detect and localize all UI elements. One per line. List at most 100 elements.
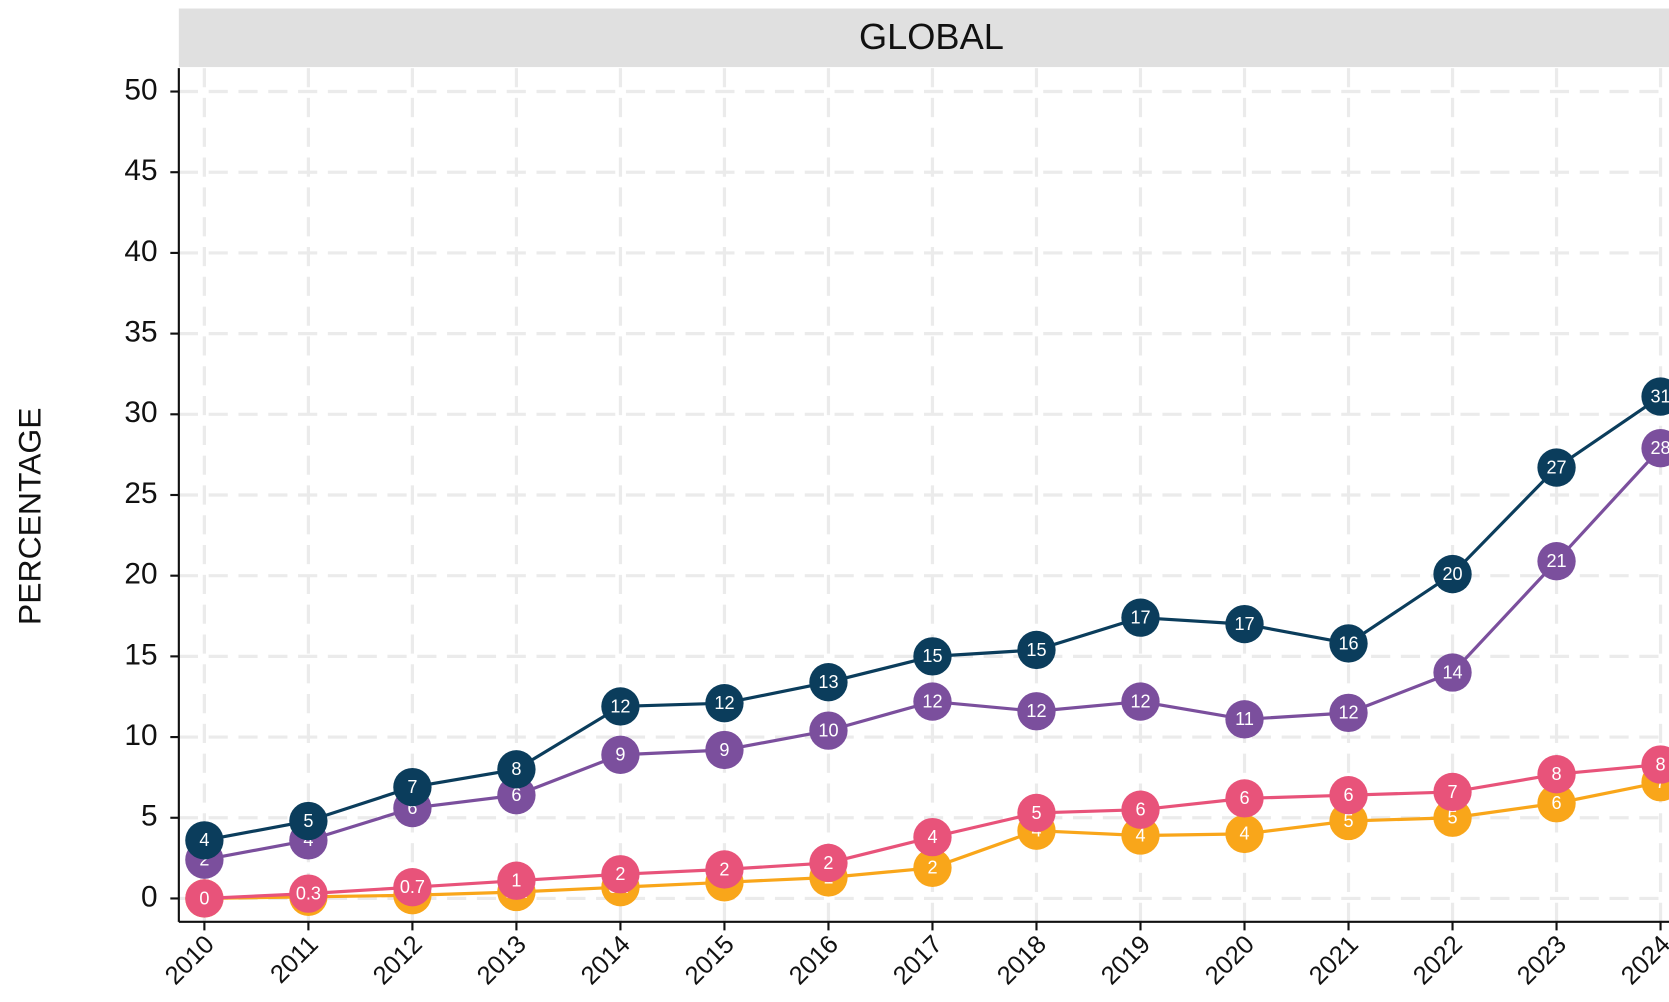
data-label: 7	[407, 777, 417, 797]
data-label: 17	[1234, 614, 1254, 634]
data-label: 4	[199, 830, 209, 850]
grid	[178, 68, 1669, 922]
data-point	[497, 861, 536, 900]
series: 0 0.3 0.7 1 2 2 245 66 6 78 8	[185, 745, 1669, 918]
header-strip	[178, 8, 1669, 68]
data-label: 28	[1651, 438, 1669, 458]
data-label: 4	[1135, 825, 1145, 845]
data-label: 13	[818, 672, 838, 692]
data-label: 6	[1343, 785, 1353, 805]
data-label: 2	[719, 859, 729, 879]
data-point	[1433, 653, 1472, 692]
data-label: 2	[823, 853, 833, 873]
data-label: 1	[511, 871, 521, 891]
data-label: 0.3	[296, 883, 321, 903]
data-point	[1329, 624, 1368, 663]
data-point	[1641, 429, 1669, 468]
data-point	[705, 730, 744, 770]
data-label: 8	[511, 759, 521, 779]
data-label: 12	[1338, 703, 1358, 723]
data-point	[393, 767, 432, 807]
x-tick-label: 2014	[576, 930, 636, 990]
x-tick-label: 2010	[160, 930, 220, 990]
data-label: 12	[714, 693, 734, 713]
data-point	[809, 843, 848, 883]
y-tick-label: 30	[124, 396, 157, 429]
data-point	[1017, 630, 1056, 670]
x-tick-label: 2011	[265, 930, 324, 989]
data-label: 0	[199, 888, 209, 908]
data-label: 0.7	[400, 877, 425, 897]
data-label: 20	[1442, 564, 1462, 584]
data-label: 5	[1448, 808, 1458, 828]
data-point	[601, 687, 640, 726]
data-label: 12	[922, 691, 942, 711]
data-point	[913, 682, 952, 721]
data-point	[913, 637, 952, 676]
data-label: 2	[199, 850, 209, 870]
data-label: 9	[719, 740, 729, 760]
x-tick-label: 2015	[680, 930, 740, 990]
x-tick-label: 2024	[1616, 930, 1669, 990]
y-tick-label: 5	[141, 800, 158, 833]
data-point	[1017, 692, 1056, 731]
y-tick-label: 0	[141, 880, 158, 913]
data-point	[1121, 790, 1160, 829]
data-point	[1225, 779, 1264, 818]
chart-title: GLOBAL	[859, 16, 1004, 57]
data-label: 31	[1651, 386, 1669, 406]
data-label: 17	[1130, 607, 1150, 627]
data-point	[289, 801, 328, 841]
x-tick-label: 2017	[888, 930, 948, 990]
x-tick-label: 2023	[1512, 930, 1572, 990]
data-label: 12	[1026, 701, 1046, 721]
data-point	[1329, 693, 1368, 733]
data-label: 14	[1442, 662, 1462, 682]
data-label: 6	[407, 798, 417, 818]
y-tick-label: 15	[124, 638, 157, 671]
data-point	[1225, 814, 1264, 854]
data-point	[1433, 772, 1472, 812]
data-point	[1017, 793, 1056, 833]
x-tick-label: 2019	[1096, 930, 1156, 990]
data-point	[1121, 598, 1160, 637]
data-point	[913, 848, 952, 887]
data-point	[185, 821, 224, 860]
data-point	[1225, 700, 1264, 739]
x-tick-label: 2021	[1304, 930, 1364, 990]
data-label: 4	[927, 827, 937, 847]
data-label: 4	[303, 830, 313, 850]
data-label: 5	[1343, 811, 1353, 831]
data-point	[601, 735, 640, 774]
data-label: 16	[1338, 633, 1358, 653]
data-point	[185, 879, 224, 918]
data-label: 6	[1135, 800, 1145, 820]
data-point	[1225, 604, 1264, 644]
data-label: 12	[610, 696, 630, 716]
data-point	[1537, 448, 1576, 487]
y-axis-label: PERCENTAGE	[11, 407, 47, 625]
y-tick-label: 45	[124, 154, 157, 187]
data-point	[289, 874, 328, 913]
y-tick-label: 50	[124, 73, 157, 106]
data-point	[601, 855, 640, 894]
data-label: 10	[818, 720, 838, 740]
data-point	[1537, 784, 1576, 823]
y-tick-label: 35	[124, 315, 157, 348]
x-tick-label: 2013	[472, 930, 532, 990]
data-point	[705, 684, 744, 723]
data-label: 8	[1656, 754, 1666, 774]
data-label: 5	[303, 811, 313, 831]
data-label: 6	[1552, 793, 1562, 813]
data-point	[1121, 682, 1160, 721]
data-label: 6	[511, 785, 521, 805]
y-tick-label: 40	[124, 235, 157, 268]
data-point	[1329, 776, 1368, 815]
x-tick-label: 2016	[784, 930, 844, 990]
data-label: 11	[1235, 709, 1254, 729]
x-tick-label: 2020	[1200, 930, 1260, 990]
x-tick-label: 2022	[1408, 930, 1468, 990]
data-label: 8	[1552, 764, 1562, 784]
